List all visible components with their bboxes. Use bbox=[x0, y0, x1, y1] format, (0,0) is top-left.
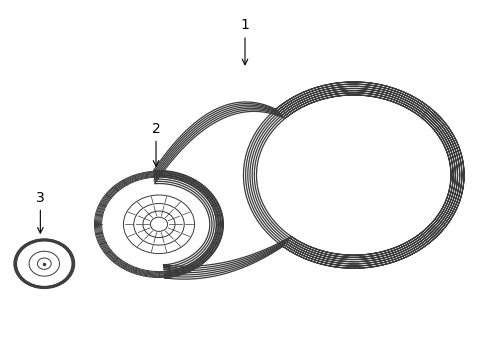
Text: 3: 3 bbox=[36, 190, 45, 233]
Text: 1: 1 bbox=[241, 18, 249, 65]
Text: 2: 2 bbox=[151, 122, 160, 166]
